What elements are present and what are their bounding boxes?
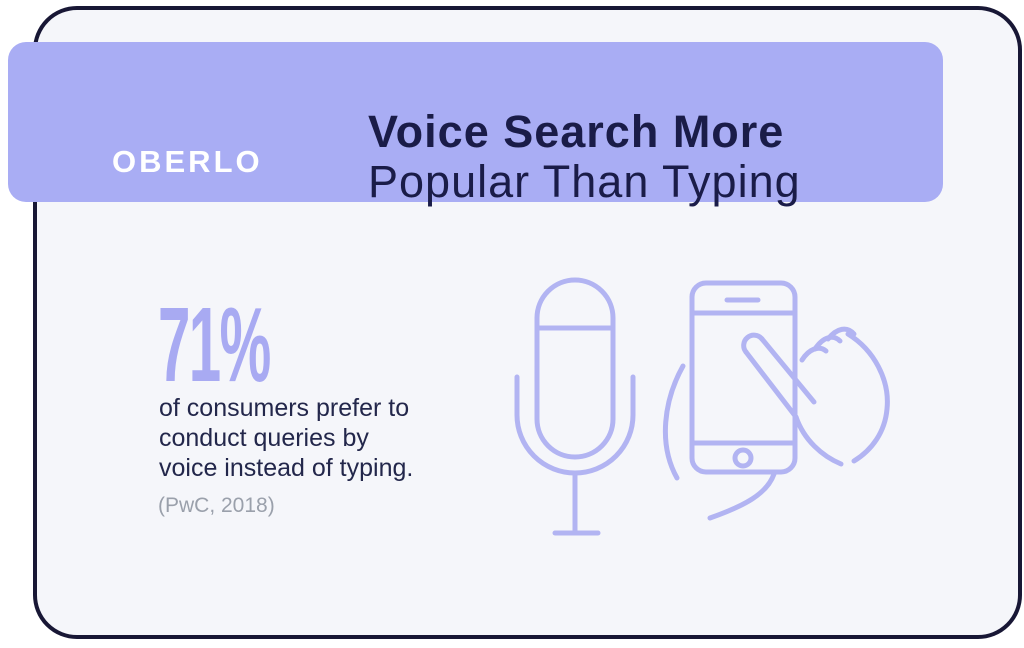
title-line-2: Popular Than Typing xyxy=(368,156,801,207)
title-line-1: Voice Search More xyxy=(368,106,785,157)
stat-description: of consumers prefer to conduct queries b… xyxy=(159,393,413,483)
stat-description-line: voice instead of typing. xyxy=(159,454,414,482)
page-title: Voice Search More Popular Than Typing xyxy=(368,107,801,207)
stat-description-line: conduct queries by xyxy=(159,424,369,452)
header-banner: OBERLO Voice Search More Popular Than Ty… xyxy=(8,42,943,207)
microphone-icon xyxy=(514,277,636,536)
hand-touching-phone-icon xyxy=(662,280,890,521)
oberlo-logo: OBERLO xyxy=(112,144,263,179)
stat-description-line: of consumers prefer to xyxy=(159,394,410,422)
stat-value: 71% xyxy=(158,286,271,404)
stat-source: (PwC, 2018) xyxy=(158,494,275,517)
